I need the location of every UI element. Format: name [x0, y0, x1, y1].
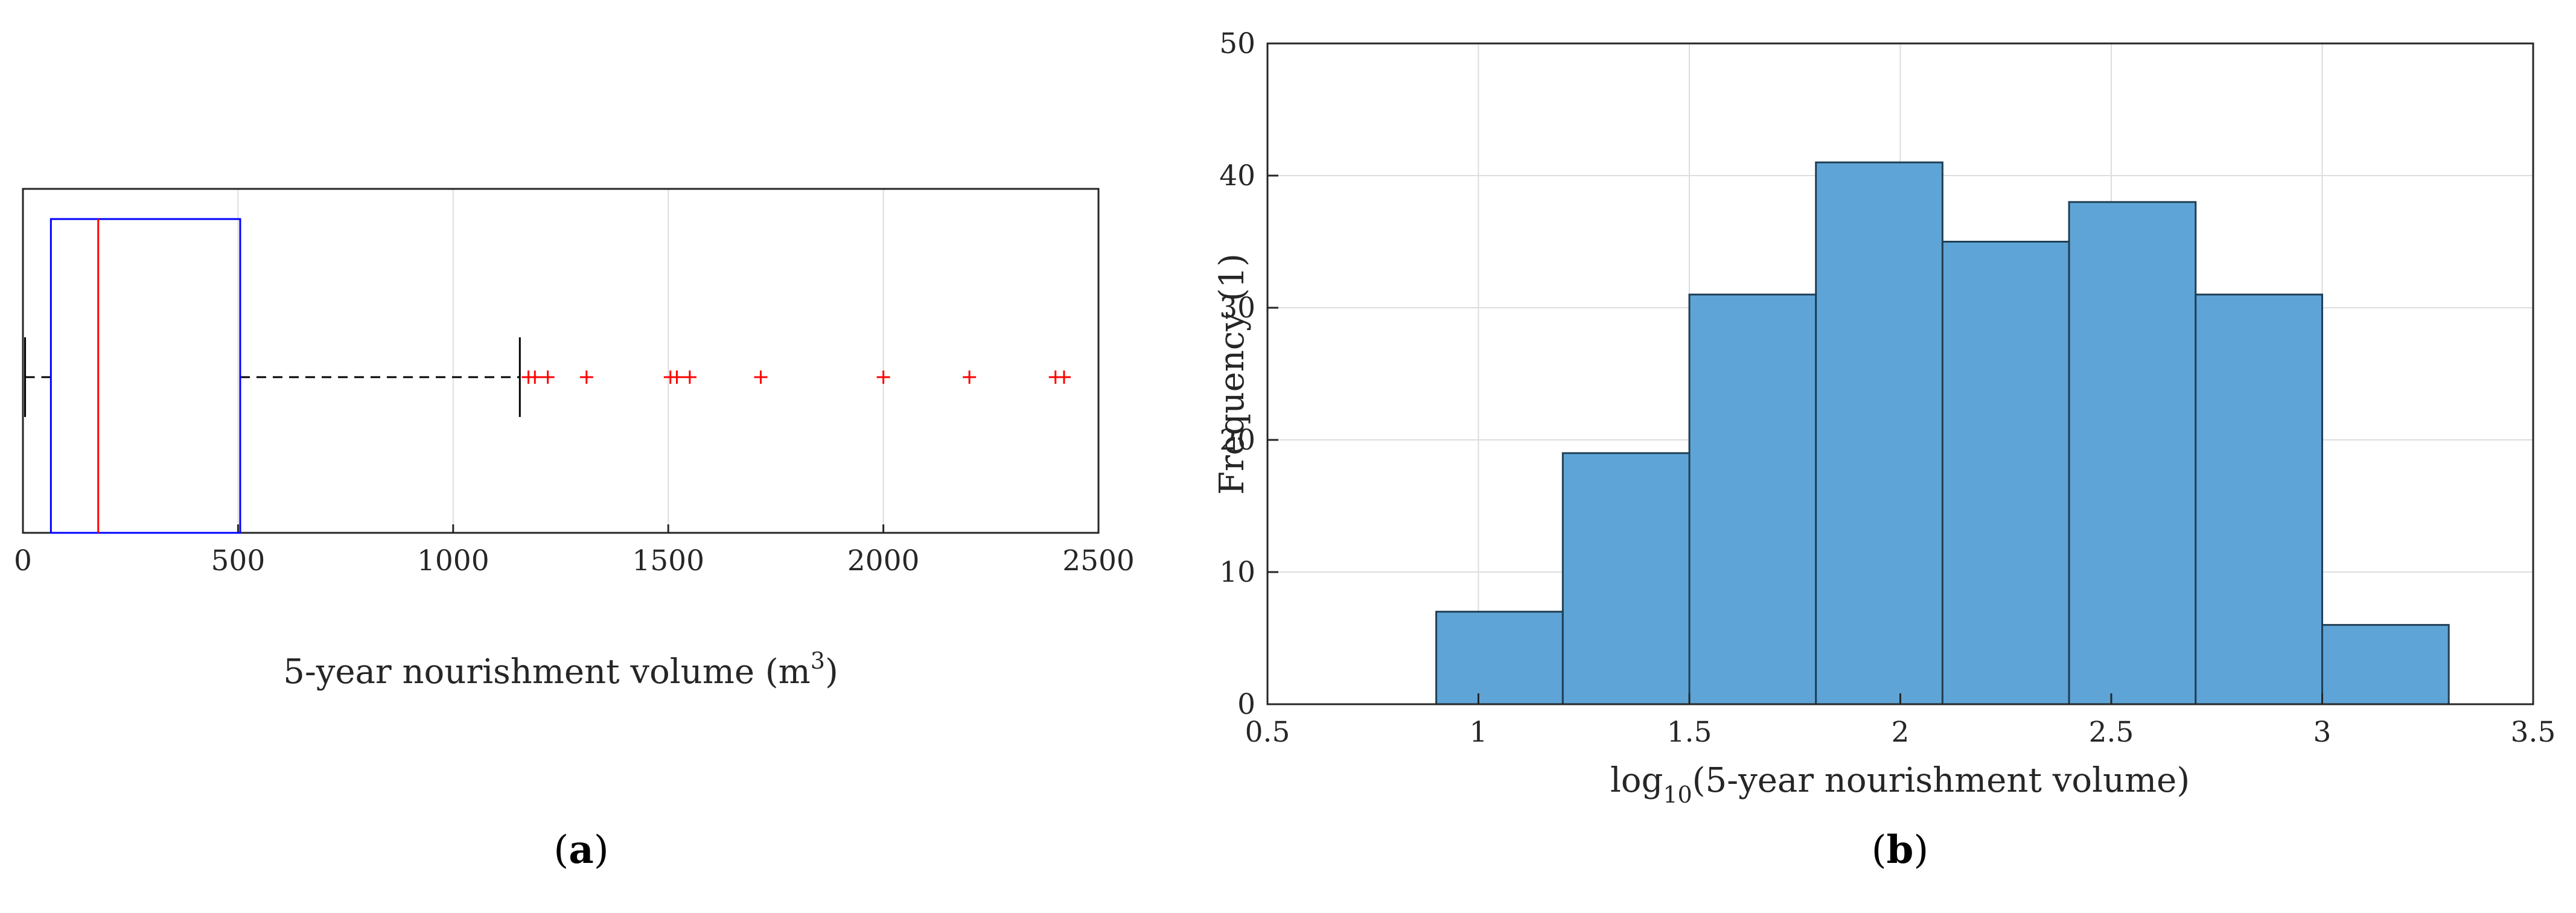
histogram-x-tick-label: 3 [2313, 716, 2332, 749]
boxplot-iqr-box [49, 218, 241, 534]
histogram-y-tick-label: 40 [1219, 159, 1255, 192]
histogram-bar [1688, 293, 1817, 705]
panel-label-a: (a) [553, 827, 608, 873]
boxplot-x-tick-label: 0 [14, 544, 32, 577]
histogram-bar [1435, 611, 1564, 705]
histogram-bars [1435, 161, 2450, 705]
histogram-x-tick-label: 2.5 [2089, 716, 2134, 749]
histogram-x-axis-label: log10(5-year nourishment volume) [1610, 761, 2190, 808]
histogram-y-tick-label: 10 [1219, 556, 1255, 589]
boxplot-axes-frame [22, 188, 1100, 534]
boxplot-outlier-marker [683, 371, 697, 384]
boxplot-outlier-marker [670, 371, 684, 384]
histogram-panel: 0.5 1 1.5 2 2.5 3 3.5 0 10 20 30 40 50 log10(5-year… [1213, 27, 2555, 873]
histogram-y-ticks: 0 10 20 30 40 50 [1219, 27, 1278, 721]
boxplot-gridlines [237, 189, 884, 533]
histogram-y-tick-label: 30 [1219, 291, 1255, 325]
boxplot-outlier-marker [541, 371, 555, 384]
histogram-y-axis-label: Frequency (1) [1213, 253, 1252, 495]
boxplot-outlier-marker [1057, 371, 1071, 384]
boxplot-outlier-marker [963, 371, 977, 384]
boxplot-outlier-marker [876, 371, 890, 384]
histogram-bar [2321, 624, 2450, 705]
boxplot-x-tick-label: 2000 [847, 544, 920, 577]
histogram-y-tick-label: 50 [1219, 27, 1255, 60]
histogram-x-tick-label: 1 [1470, 716, 1488, 749]
histogram-x-tick-label: 1.5 [1667, 716, 1712, 749]
boxplot-x-axis-label: 5-year nourishment volume (m3) [283, 647, 838, 692]
histogram-bar [1815, 161, 1943, 705]
boxplot-outlier-marker [579, 371, 593, 384]
histogram-bar [2195, 293, 2324, 705]
boxplot-outlier-marker [754, 371, 768, 384]
histogram-x-tick-label: 2 [1892, 716, 1910, 749]
boxplot-outlier-marker [528, 371, 542, 384]
histogram-x-ticks: 0.5 1 1.5 2 2.5 3 3.5 [1245, 693, 2556, 749]
boxplot-x-tick-label: 2500 [1062, 544, 1135, 577]
panel-label-b: (b) [1872, 827, 1929, 873]
histogram-bar [2068, 201, 2197, 705]
boxplot-x-tick-label: 1500 [632, 544, 704, 577]
boxplot-x-tick-label: 500 [211, 544, 266, 577]
histogram-y-tick-label: 0 [1237, 688, 1255, 721]
histogram-bar [1941, 241, 2070, 705]
boxplot-panel: 0 500 1000 1500 2000 2500 5-year nourishment … [14, 188, 1135, 873]
boxplot-x-tick-label: 1000 [417, 544, 489, 577]
histogram-x-tick-label: 3.5 [2511, 716, 2556, 749]
histogram-x-tick-label: 0.5 [1245, 716, 1290, 749]
histogram-bar [1561, 452, 1691, 705]
boxplot-outliers [521, 371, 1071, 384]
boxplot-x-ticks: 0 500 1000 1500 2000 2500 [14, 524, 1135, 577]
boxplot-body [24, 218, 521, 534]
histogram-y-tick-label: 20 [1219, 424, 1255, 457]
